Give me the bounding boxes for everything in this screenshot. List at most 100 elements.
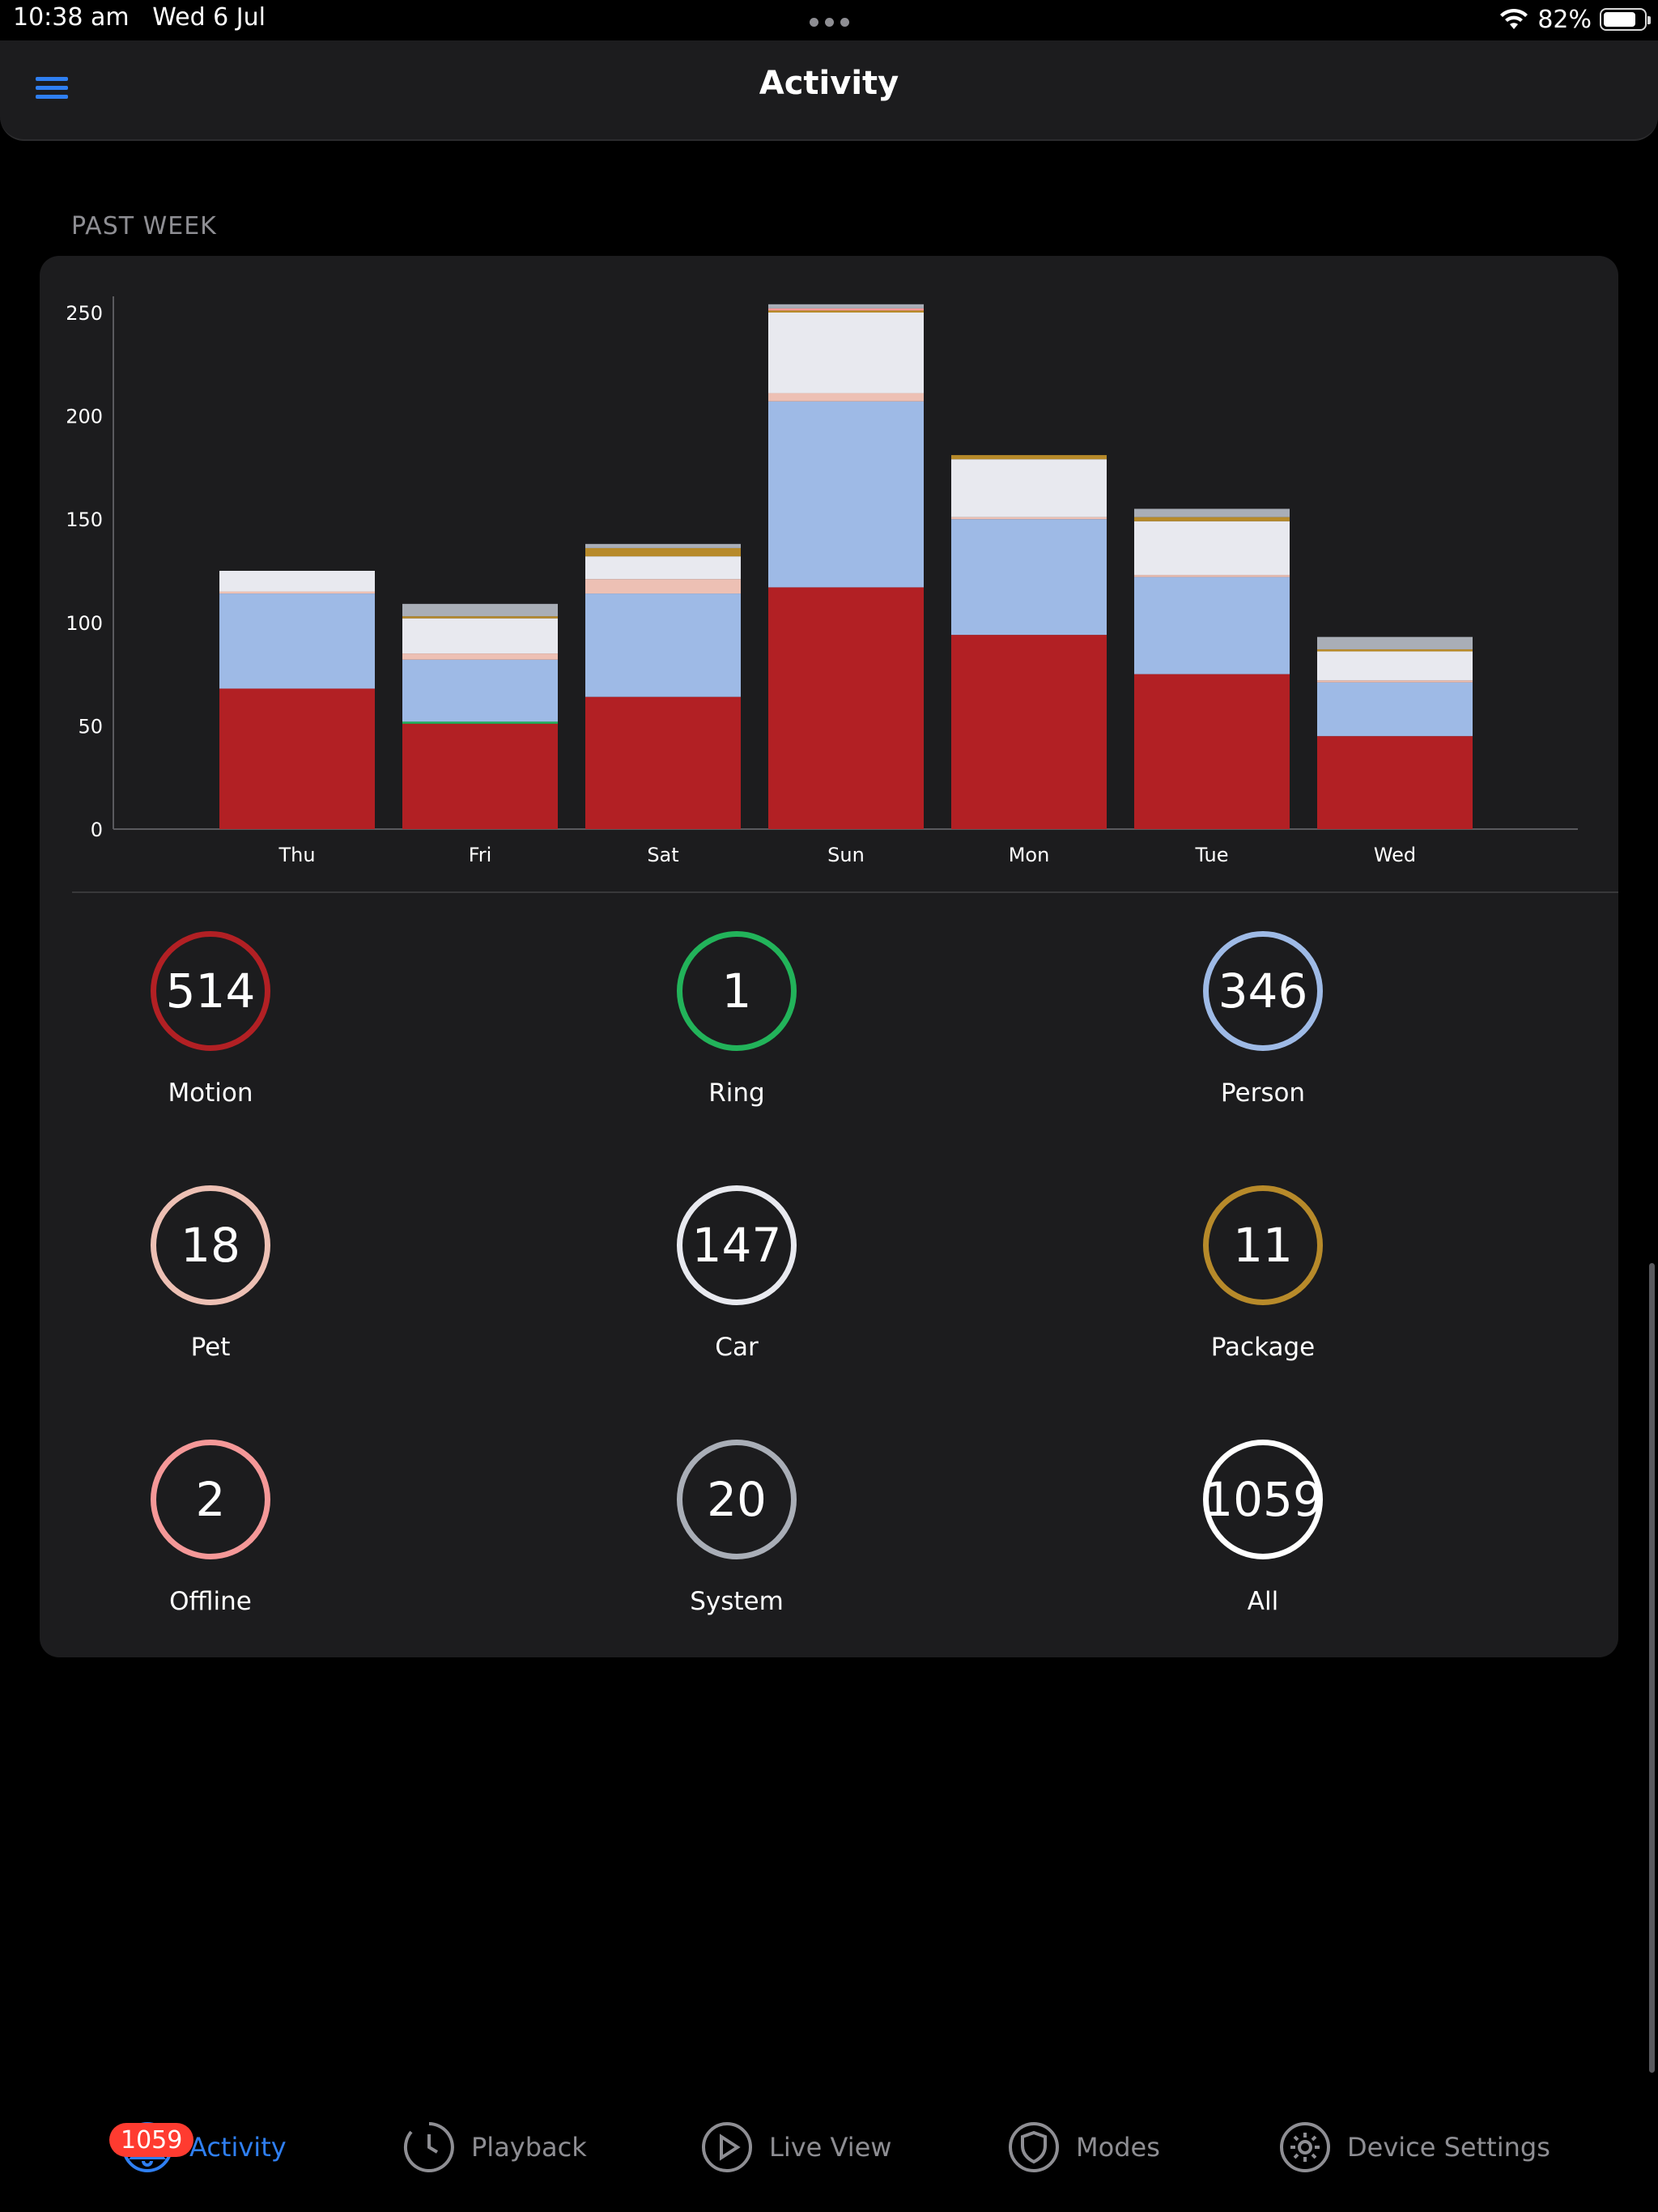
bar-segment-system xyxy=(1134,508,1290,517)
gear-icon xyxy=(1280,2122,1330,2172)
bar-segment-motion xyxy=(219,688,375,829)
tab-label: Device Settings xyxy=(1347,2132,1550,2163)
tab-label: Modes xyxy=(1076,2132,1160,2163)
bar-segment-person xyxy=(1134,576,1290,674)
bar-segment-car xyxy=(1317,651,1473,681)
clock-icon xyxy=(403,2122,454,2172)
stat-label: Package xyxy=(1210,1333,1316,1362)
x-tick-label: Wed xyxy=(1374,844,1416,866)
stat-count: 2 xyxy=(151,1440,270,1559)
status-bar: 10:38 am Wed 6 Jul 82% xyxy=(0,0,1658,40)
bar-segment-system xyxy=(402,603,558,617)
stat-label: Motion xyxy=(168,1078,253,1108)
stat-all[interactable]: 1059 All xyxy=(1141,1440,1384,1616)
bar-segment-pet xyxy=(402,653,558,660)
weekly-activity-chart: 0 50 100 150 200 250 Thu Fri Sat Sun Mon Tue Wed xyxy=(66,296,1578,866)
nav-bar: Activity xyxy=(0,40,1658,141)
stat-label: Car xyxy=(715,1333,759,1362)
scrollbar[interactable] xyxy=(1649,1263,1655,2073)
y-tick-label: 150 xyxy=(66,508,103,531)
bar-segment-pet xyxy=(768,393,924,402)
bar-segment-person xyxy=(402,659,558,722)
stat-car[interactable]: 147 Car xyxy=(615,1185,858,1362)
stat-system[interactable]: 20 System xyxy=(615,1440,858,1616)
bar-segment-car xyxy=(1134,521,1290,576)
status-date: Wed 6 Jul xyxy=(152,3,266,32)
bar-segment-motion xyxy=(402,723,558,829)
bar-segment-package xyxy=(402,616,558,619)
stat-count: 514 xyxy=(151,931,270,1051)
bar-segment-system xyxy=(1317,636,1473,649)
y-tick-label: 100 xyxy=(66,612,103,635)
hamburger-icon xyxy=(36,76,68,81)
bar-segment-motion xyxy=(585,696,741,829)
bar-segment-person xyxy=(768,401,924,588)
multitasking-dots-icon[interactable] xyxy=(805,18,853,29)
x-tick-label: Thu xyxy=(278,844,315,866)
bar-segment-car xyxy=(402,618,558,654)
bar-segment-ring xyxy=(402,721,558,724)
play-icon xyxy=(702,2122,752,2172)
battery-icon xyxy=(1600,8,1651,31)
tab-live-view[interactable]: Live View xyxy=(701,2121,891,2173)
stat-count: 1059 xyxy=(1203,1440,1323,1559)
bar-segment-package xyxy=(768,310,924,313)
bar-segment-pet xyxy=(219,591,375,594)
section-header: PAST WEEK xyxy=(71,212,217,240)
stat-package[interactable]: 11 Package xyxy=(1141,1185,1384,1362)
stat-ring[interactable]: 1 Ring xyxy=(615,931,858,1108)
stat-label: Pet xyxy=(190,1333,231,1362)
bar-segment-person xyxy=(951,519,1107,636)
status-right: 82% xyxy=(1499,3,1651,36)
stat-motion[interactable]: 514 Motion xyxy=(89,931,332,1108)
bar-segment-pet xyxy=(951,517,1107,520)
stat-count: 20 xyxy=(677,1440,797,1559)
bar-segment-person xyxy=(219,593,375,689)
tab-label: Activity xyxy=(189,2132,287,2163)
stat-count: 346 xyxy=(1203,931,1323,1051)
bar-segment-pet xyxy=(585,579,741,594)
stat-pet[interactable]: 18 Pet xyxy=(89,1185,332,1362)
menu-button[interactable] xyxy=(36,71,76,104)
bar-segment-pet xyxy=(1317,680,1473,683)
bar-segment-car xyxy=(585,556,741,580)
bar-segment-motion xyxy=(1317,736,1473,829)
battery-percentage: 82% xyxy=(1537,5,1592,34)
bar-segment-package xyxy=(1317,649,1473,652)
divider xyxy=(72,891,1618,893)
tab-label: Playback xyxy=(471,2132,587,2163)
stat-person[interactable]: 346 Person xyxy=(1141,931,1384,1108)
tab-bar: Activity 1059 Playback Live View Modes Device… xyxy=(0,2073,1658,2212)
shield-icon xyxy=(1009,2122,1059,2172)
bar-segment-car xyxy=(219,571,375,592)
x-tick-label: Sat xyxy=(647,844,678,866)
activity-summary-card: 0 50 100 150 200 250 Thu Fri Sat Sun Mon Tue Wed 514… xyxy=(40,256,1618,1657)
tab-modes[interactable]: Modes xyxy=(1008,2121,1160,2173)
notification-badge: 1059 xyxy=(109,2123,194,2157)
stat-label: Person xyxy=(1220,1078,1306,1108)
y-tick-label: 50 xyxy=(78,715,103,738)
stat-count: 11 xyxy=(1203,1185,1323,1305)
bar-segment-person xyxy=(585,593,741,697)
x-tick-label: Mon xyxy=(1009,844,1050,866)
page-title: Activity xyxy=(759,65,899,102)
stat-offline[interactable]: 2 Offline xyxy=(89,1440,332,1616)
y-tick-label: 0 xyxy=(91,819,103,841)
stat-label: Offline xyxy=(169,1587,252,1616)
stat-count: 147 xyxy=(677,1185,797,1305)
bar-segment-motion xyxy=(768,587,924,829)
stat-count: 1 xyxy=(677,931,797,1051)
status-time: 10:38 am Wed 6 Jul xyxy=(13,3,266,32)
y-tick-label: 200 xyxy=(66,406,103,428)
tab-device-settings[interactable]: Device Settings xyxy=(1279,2121,1550,2173)
tab-label: Live View xyxy=(769,2132,892,2163)
status-clock: 10:38 am xyxy=(13,3,130,32)
x-tick-label: Tue xyxy=(1195,844,1229,866)
bar-segment-system xyxy=(585,543,741,548)
bar-segment-person xyxy=(1317,682,1473,737)
tab-playback[interactable]: Playback xyxy=(403,2121,587,2173)
x-tick-label: Sun xyxy=(827,844,865,866)
stat-label: Ring xyxy=(708,1078,765,1108)
bar-segment-car xyxy=(768,313,924,393)
bar-segment-system xyxy=(768,304,924,308)
